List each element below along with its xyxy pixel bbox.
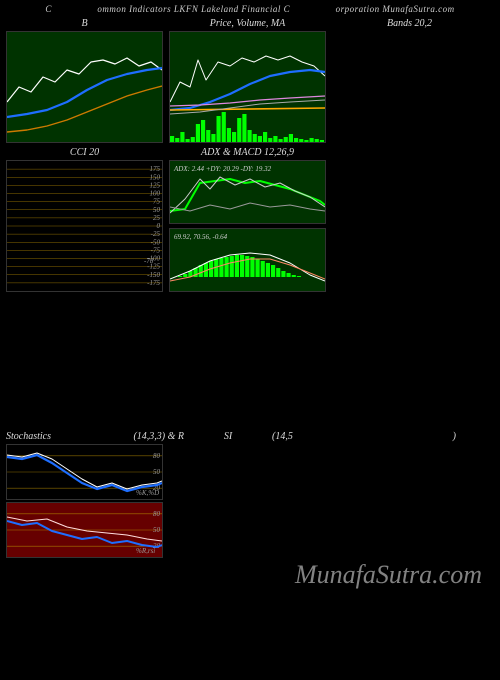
svg-text:50: 50 — [153, 206, 161, 214]
svg-text:-175: -175 — [147, 279, 160, 287]
chart-adx: ADX: 2.44 +DY: 20.29 -DY: 19.32 — [169, 160, 326, 224]
chart-macd: 69.92, 70.56, -0.64 — [169, 228, 326, 292]
row-2: CCI 20 1751501251007550250-25-50-75-100-… — [0, 147, 500, 292]
svg-text:80: 80 — [153, 510, 161, 518]
svg-text:-25: -25 — [151, 230, 161, 238]
svg-text:%K,%D: %K,%D — [136, 489, 159, 497]
svg-text:75: 75 — [153, 198, 161, 206]
svg-text:50: 50 — [153, 468, 161, 476]
t-p: ) — [346, 431, 456, 442]
hdr-r: orporation MunafaSutra.com — [336, 4, 455, 14]
svg-text:125: 125 — [150, 181, 161, 189]
svg-text:69.92, 70.56, -0.64: 69.92, 70.56, -0.64 — [174, 233, 228, 241]
svg-text:100: 100 — [150, 190, 161, 198]
hdr-m: ommon Indicators LKFN Lakeland Financial… — [97, 4, 290, 14]
t-r: (14,5 — [272, 431, 342, 442]
page-header: C ommon Indicators LKFN Lakeland Financi… — [0, 0, 500, 18]
svg-text:150: 150 — [150, 173, 161, 181]
svg-text:80: 80 — [153, 452, 161, 460]
chart-stoch: 805020%K,%D — [6, 444, 163, 500]
panel-price: Price, Volume, MA — [169, 18, 326, 143]
chart-rsi: 805020%R,rsi — [6, 502, 163, 558]
title-adx: ADX & MACD 12,26,9 — [169, 147, 326, 158]
panel-adx-macd: ADX & MACD 12,26,9 ADX: 2.44 +DY: 20.29 … — [169, 147, 326, 292]
title-price: Price, Volume, MA — [169, 18, 326, 29]
svg-text:-78: -78 — [144, 257, 154, 265]
svg-text:50: 50 — [153, 526, 161, 534]
panel-cci: CCI 20 1751501251007550250-25-50-75-100-… — [6, 147, 163, 292]
svg-text:-150: -150 — [147, 271, 160, 279]
svg-text:-75: -75 — [151, 246, 161, 254]
chart-cci: 1751501251007550250-25-50-75-100-125-150… — [6, 160, 163, 292]
t-stoch: Stochastics — [6, 431, 78, 442]
panel-bbands-left: B — [6, 18, 163, 143]
row-3: 805020%K,%D 805020%R,rsi — [0, 444, 500, 558]
svg-text:%R,rsi: %R,rsi — [136, 547, 155, 555]
svg-text:25: 25 — [153, 214, 161, 222]
chart-price — [169, 31, 326, 143]
svg-text:0: 0 — [157, 222, 161, 230]
row-3-titles: Stochastics (14,3,3) & R SI (14,5 ) — [0, 426, 500, 444]
row-1: B Price, Volume, MA Bands 20,2 — [0, 18, 500, 143]
panel-bands: Bands 20,2 — [332, 18, 487, 143]
watermark: MunafaSutra.com — [295, 560, 482, 590]
svg-text:ADX: 2.44 +DY: 20.29 -DY: 19: ADX: 2.44 +DY: 20.29 -DY: 19.32 — [173, 165, 272, 173]
title-b: B — [6, 18, 163, 29]
hdr-l: C — [45, 4, 52, 14]
t-stoch2: (14,3,3) & R — [82, 431, 184, 442]
spacer — [0, 296, 500, 426]
chart-b — [6, 31, 163, 143]
svg-text:175: 175 — [150, 165, 161, 173]
title-bands: Bands 20,2 — [332, 18, 487, 29]
chart-bands — [332, 31, 487, 141]
svg-text:-50: -50 — [151, 238, 161, 246]
title-cci: CCI 20 — [6, 147, 163, 158]
t-si: SI — [188, 431, 268, 442]
